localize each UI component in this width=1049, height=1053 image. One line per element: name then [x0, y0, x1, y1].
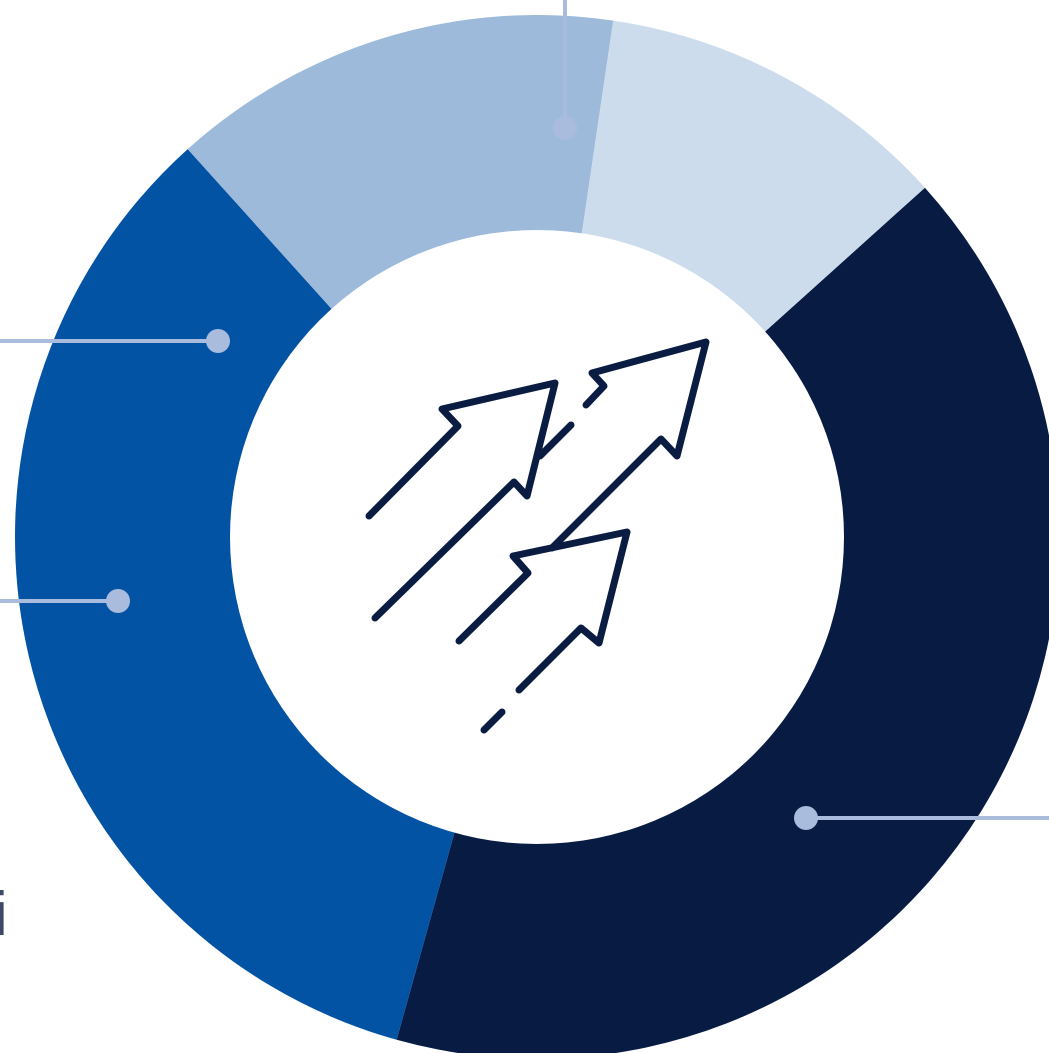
donut-center: [230, 230, 844, 844]
leader-lines: [0, 0, 1049, 830]
leader-dot-mid-blue: [106, 589, 130, 613]
leader-dot-blue: [794, 806, 818, 830]
leader-dot-navy: [553, 116, 577, 140]
rising-arrows-icon: [365, 338, 710, 734]
edge-text-fragment: i: [0, 880, 8, 949]
leader-dot-light-blue: [206, 329, 230, 353]
